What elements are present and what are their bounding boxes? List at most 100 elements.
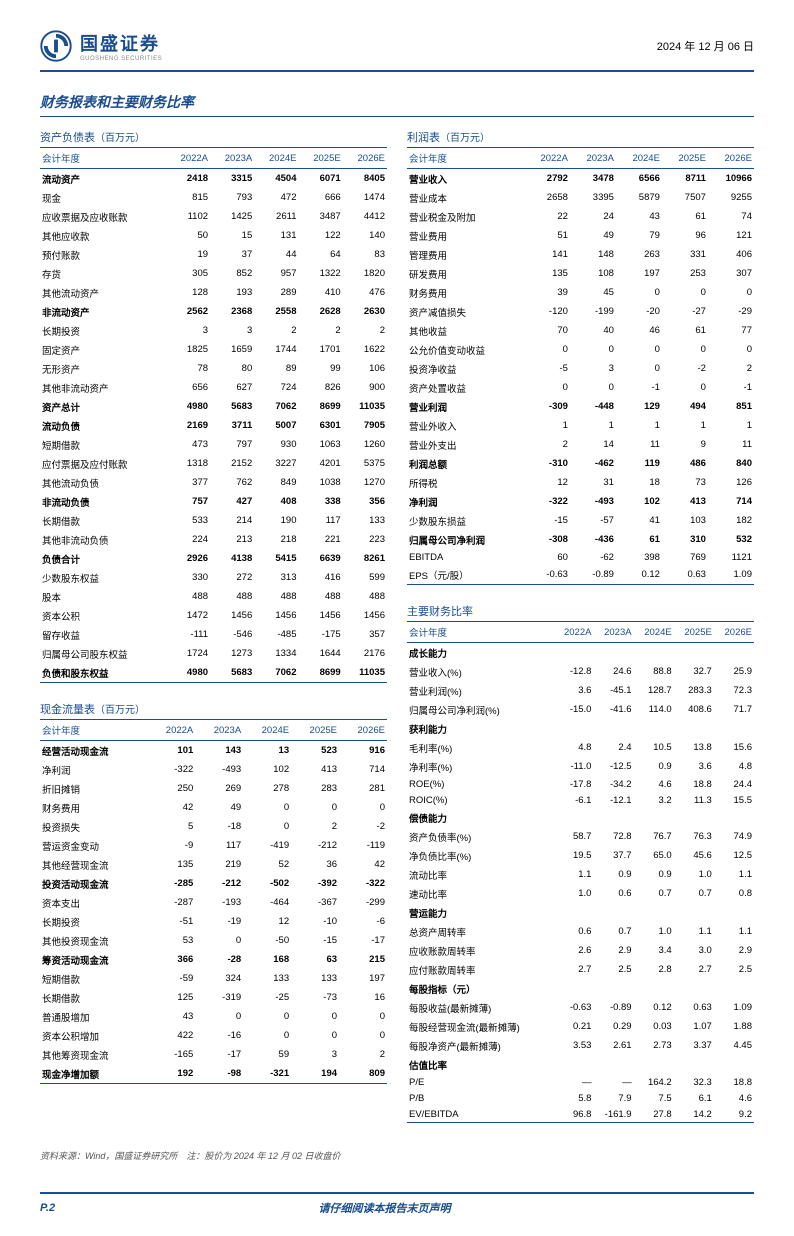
- cell-value: -15.0: [553, 700, 593, 719]
- table-row: 其他流动负债37776284910381270: [40, 473, 387, 492]
- table-row: 流动资产24183315450460718405: [40, 169, 387, 189]
- page-number: P.2: [40, 1202, 55, 1214]
- cell-value: 11035: [343, 397, 387, 416]
- table-row: 总资产周转率0.60.71.01.11.1: [407, 922, 754, 941]
- cell-value: 13: [243, 741, 291, 761]
- row-label: 长期投资: [40, 912, 147, 931]
- cell-value: 2368: [210, 302, 254, 321]
- col-header-label: 会计年度: [40, 148, 166, 169]
- cell-value: -419: [243, 836, 291, 855]
- cell-value: 2.7: [674, 960, 714, 979]
- row-label: 股本: [40, 587, 166, 606]
- table-row: EV/EBITDA96.8-161.927.814.29.2: [407, 1106, 754, 1123]
- row-label: 资本公积增加: [40, 1026, 147, 1045]
- cell-value: 2562: [166, 302, 210, 321]
- cell-value: 32.3: [674, 1074, 714, 1090]
- ratios-title: 主要财务比率: [407, 606, 473, 618]
- row-label: 其他非流动负债: [40, 530, 166, 549]
- cell-value: 5683: [210, 397, 254, 416]
- row-label: 获利能力: [407, 719, 553, 738]
- cell-value: 2611: [254, 207, 298, 226]
- table-row: 归属母公司净利润-308-43661310532: [407, 530, 754, 549]
- row-label: 短期借款: [40, 969, 147, 988]
- row-label: EV/EBITDA: [407, 1106, 553, 1123]
- cell-value: 4.45: [714, 1036, 754, 1055]
- row-label: 每股净资产(最新摊薄): [407, 1036, 553, 1055]
- row-label: 营业收入: [407, 169, 524, 189]
- cell-value: 1744: [254, 340, 298, 359]
- cell-value: [553, 808, 593, 827]
- table-row: 利润总额-310-462119486840: [407, 454, 754, 473]
- col-header-label: 会计年度: [407, 148, 524, 169]
- row-label: 每股指标（元）: [407, 979, 553, 998]
- col-header-label: 会计年度: [40, 720, 147, 741]
- cell-value: 269: [195, 779, 243, 798]
- cell-value: 192: [147, 1064, 195, 1084]
- table-row: 资本公积14721456145614561456: [40, 606, 387, 625]
- row-label: 净利率(%): [407, 757, 553, 776]
- cell-value: 1270: [343, 473, 387, 492]
- cell-value: 1.0: [674, 865, 714, 884]
- row-label: 财务费用: [40, 798, 147, 817]
- cell-value: 125: [147, 988, 195, 1007]
- balance-sheet-table: 会计年度2022A2023A2024E2025E2026E流动资产2418331…: [40, 147, 387, 683]
- row-label: 营运能力: [407, 903, 553, 922]
- cell-value: 96.8: [553, 1106, 593, 1123]
- cell-value: 0: [616, 340, 662, 359]
- company-logo-icon: [40, 30, 72, 62]
- cell-value: 2.5: [593, 960, 633, 979]
- cell-value: 1.09: [714, 998, 754, 1017]
- cell-value: 15.6: [714, 738, 754, 757]
- cell-value: 2152: [210, 454, 254, 473]
- cell-value: 3.0: [674, 941, 714, 960]
- cell-value: 96: [662, 226, 708, 245]
- table-row: 估值比率: [407, 1055, 754, 1074]
- header: 国盛证券 GUOSHENG SECURITIES 2024 年 12 月 06 …: [40, 30, 754, 72]
- cell-value: 24.4: [714, 776, 754, 792]
- cell-value: 0: [662, 378, 708, 397]
- cell-value: 1820: [343, 264, 387, 283]
- row-label: 资本公积: [40, 606, 166, 625]
- cell-value: 8699: [298, 397, 342, 416]
- cell-value: 957: [254, 264, 298, 283]
- row-label: 筹资活动现金流: [40, 950, 147, 969]
- cell-value: 2558: [254, 302, 298, 321]
- balance-title: 资产负债表: [40, 132, 95, 144]
- cell-value: 1.88: [714, 1017, 754, 1036]
- row-label: 其他流动资产: [40, 283, 166, 302]
- logo-area: 国盛证券 GUOSHENG SECURITIES: [40, 30, 162, 62]
- cell-value: 4980: [166, 663, 210, 683]
- cell-value: 0.29: [593, 1017, 633, 1036]
- cell-value: -12.5: [593, 757, 633, 776]
- table-row: 每股经营现金流(最新摊薄)0.210.290.031.071.88: [407, 1017, 754, 1036]
- cell-value: 4980: [166, 397, 210, 416]
- table-row: 成长能力: [407, 643, 754, 663]
- row-label: 流动比率: [407, 865, 553, 884]
- cell-value: 12.5: [714, 846, 754, 865]
- table-row: 长期投资33222: [40, 321, 387, 340]
- footer-note: 请仔细阅读本报告末页声明: [319, 1200, 451, 1216]
- cell-value: [714, 979, 754, 998]
- col-header-year: 2024E: [254, 148, 298, 169]
- cell-value: 2418: [166, 169, 210, 189]
- cell-value: [593, 903, 633, 922]
- cell-value: 916: [339, 741, 387, 761]
- cell-value: 840: [708, 454, 754, 473]
- cell-value: 89: [254, 359, 298, 378]
- cell-value: -0.89: [570, 565, 616, 585]
- cell-value: 0: [524, 340, 570, 359]
- table-row: 股本488488488488488: [40, 587, 387, 606]
- table-row: 营业外收入11111: [407, 416, 754, 435]
- cell-value: 131: [254, 226, 298, 245]
- cell-value: 0: [339, 798, 387, 817]
- cell-value: 2658: [524, 188, 570, 207]
- cell-value: 488: [343, 587, 387, 606]
- cell-value: 1: [662, 416, 708, 435]
- cell-value: 8261: [343, 549, 387, 568]
- cell-value: 128.7: [634, 681, 674, 700]
- cell-value: [714, 719, 754, 738]
- row-label: 投资活动现金流: [40, 874, 147, 893]
- cell-value: 851: [708, 397, 754, 416]
- cell-value: -34.2: [593, 776, 633, 792]
- cell-value: 5683: [210, 663, 254, 683]
